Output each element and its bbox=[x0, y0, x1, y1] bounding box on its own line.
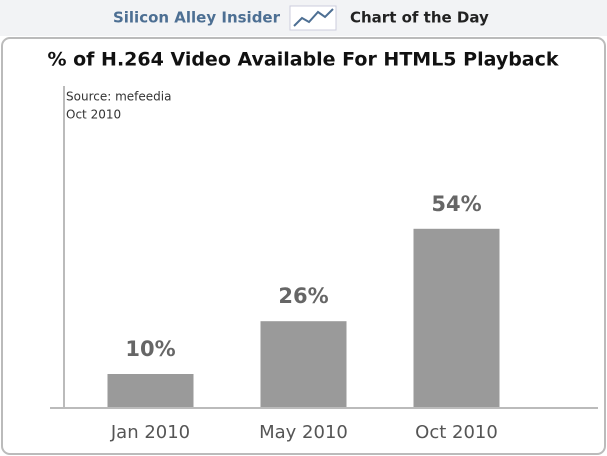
brand: Silicon Alley Insider bbox=[113, 9, 281, 27]
logo bbox=[289, 5, 337, 31]
x-tick-label: Jan 2010 bbox=[110, 422, 190, 443]
bar bbox=[260, 321, 347, 407]
bar bbox=[413, 228, 500, 407]
chart-title: % of H.264 Video Available For HTML5 Pla… bbox=[47, 49, 558, 71]
value-label: 26% bbox=[278, 284, 328, 308]
bar bbox=[107, 374, 194, 407]
note: Oct 2010 bbox=[66, 108, 121, 122]
x-tick-label: May 2010 bbox=[259, 422, 348, 443]
x-tick-label: Oct 2010 bbox=[415, 422, 498, 443]
value-label: 54% bbox=[431, 192, 481, 216]
section: Chart of the Day bbox=[350, 9, 489, 27]
value-label: 10% bbox=[125, 337, 175, 361]
frame bbox=[1, 37, 606, 455]
source: Source: mefeedia bbox=[66, 90, 171, 104]
